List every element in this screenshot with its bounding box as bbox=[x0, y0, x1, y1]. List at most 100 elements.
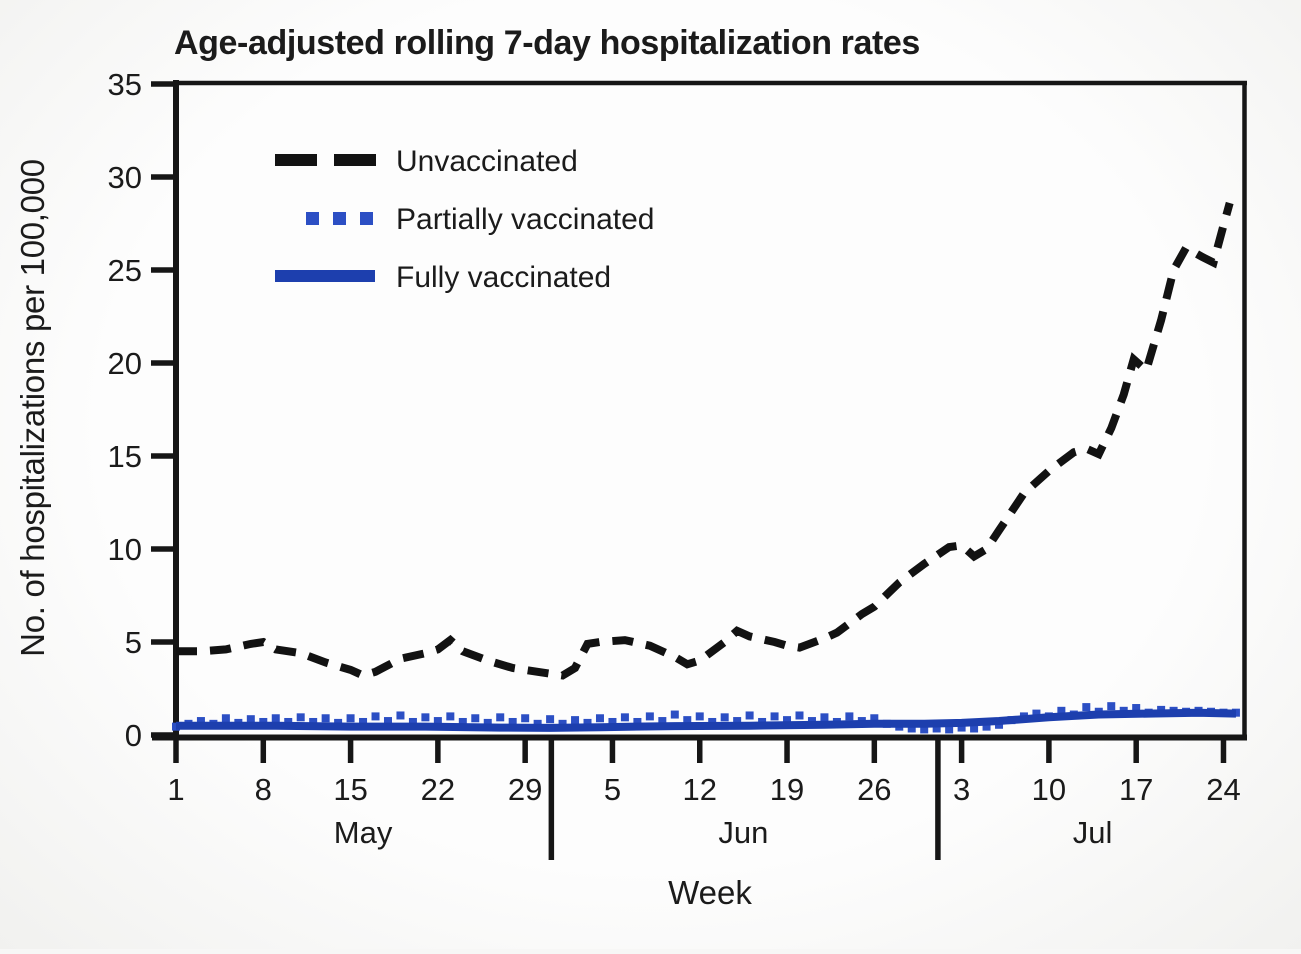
x-tick-label: 24 bbox=[1206, 772, 1240, 807]
legend-label-partially-vaccinated: Partially vaccinated bbox=[396, 203, 654, 236]
dotted-marker bbox=[870, 714, 879, 723]
dotted-marker bbox=[309, 717, 318, 726]
x-tick-label: 12 bbox=[682, 772, 716, 807]
dotted-marker bbox=[957, 723, 966, 732]
dotted-marker bbox=[658, 717, 667, 726]
fully-vaccinated-line-swatch bbox=[275, 270, 375, 282]
month-labels: May Jun Jul bbox=[334, 815, 1113, 850]
dotted-marker bbox=[471, 714, 480, 723]
dotted-marker bbox=[695, 712, 704, 721]
month-label: May bbox=[334, 815, 393, 850]
partially-vaccinated-dot-swatch bbox=[360, 212, 373, 225]
y-tick-label: 15 bbox=[108, 439, 142, 474]
dotted-marker bbox=[508, 717, 517, 726]
dotted-marker bbox=[920, 725, 929, 734]
x-tick-label: 3 bbox=[953, 772, 970, 807]
dotted-marker bbox=[408, 717, 417, 726]
legend-item-unvaccinated: Unvaccinated bbox=[275, 145, 578, 178]
unvaccinated-dash-swatch bbox=[275, 154, 317, 166]
dotted-marker bbox=[359, 717, 368, 726]
y-tick-label: 20 bbox=[108, 346, 142, 381]
dotted-marker bbox=[546, 715, 555, 724]
month-label: Jun bbox=[718, 815, 768, 850]
legend-label-fully-vaccinated: Fully vaccinated bbox=[396, 261, 611, 294]
dotted-marker bbox=[770, 712, 779, 721]
x-tick-label: 10 bbox=[1032, 772, 1066, 807]
dotted-marker bbox=[745, 711, 754, 720]
dotted-marker bbox=[1032, 709, 1041, 718]
dotted-marker bbox=[795, 711, 804, 720]
legend-label-unvaccinated: Unvaccinated bbox=[396, 145, 578, 178]
dotted-marker bbox=[1107, 702, 1116, 711]
dotted-marker bbox=[396, 711, 405, 720]
dotted-marker bbox=[932, 724, 941, 733]
dotted-marker bbox=[458, 717, 467, 726]
dotted-marker bbox=[720, 713, 729, 722]
dotted-marker bbox=[496, 713, 505, 722]
dotted-marker bbox=[521, 714, 530, 723]
month-separators bbox=[548, 738, 941, 860]
y-tick-label: 30 bbox=[108, 160, 142, 195]
dotted-marker bbox=[571, 716, 580, 725]
x-tick-label: 22 bbox=[421, 772, 455, 807]
dotted-marker bbox=[446, 712, 455, 721]
dotted-marker bbox=[645, 712, 654, 721]
legend-item-fully-vaccinated: Fully vaccinated bbox=[275, 261, 611, 294]
dotted-marker bbox=[346, 714, 355, 723]
x-tick-label: 5 bbox=[604, 772, 621, 807]
dotted-marker bbox=[633, 717, 642, 726]
dotted-marker bbox=[321, 714, 330, 723]
dotted-marker bbox=[271, 714, 280, 723]
dotted-marker bbox=[1132, 704, 1141, 713]
unvaccinated-dash-swatch bbox=[334, 154, 376, 166]
y-axis-ticks: 0 5 10 15 20 25 30 35 bbox=[108, 67, 173, 753]
dotted-marker bbox=[371, 712, 380, 721]
x-tick-label: 29 bbox=[508, 772, 542, 807]
dotted-marker bbox=[1057, 706, 1066, 715]
plot-frame bbox=[152, 80, 1247, 741]
y-tick-label: 0 bbox=[125, 718, 142, 753]
dotted-marker bbox=[683, 716, 692, 725]
dotted-marker bbox=[595, 714, 604, 723]
partially-vaccinated-dot-swatch bbox=[306, 212, 319, 225]
y-axis-label: No. of hospitalizations per 100,000 bbox=[14, 159, 51, 657]
dotted-marker bbox=[583, 718, 592, 727]
dotted-marker bbox=[296, 713, 305, 722]
chart-title: Age-adjusted rolling 7-day hospitalizati… bbox=[174, 24, 920, 62]
dotted-marker bbox=[670, 710, 679, 719]
dotted-marker bbox=[620, 713, 629, 722]
x-axis-label: Week bbox=[668, 874, 752, 911]
x-tick-label: 1 bbox=[167, 772, 184, 807]
dotted-marker bbox=[433, 717, 442, 726]
dotted-marker bbox=[820, 713, 829, 722]
dotted-marker bbox=[783, 716, 792, 725]
data-series bbox=[172, 201, 1240, 734]
dotted-marker bbox=[982, 722, 991, 731]
dotted-marker bbox=[196, 717, 205, 726]
month-label: Jul bbox=[1073, 815, 1113, 850]
dotted-marker bbox=[733, 717, 742, 726]
dotted-marker bbox=[845, 712, 854, 721]
legend: Unvaccinated Partially vaccinated Fully … bbox=[275, 145, 654, 294]
dotted-marker bbox=[907, 724, 916, 733]
dotted-marker bbox=[608, 717, 617, 726]
partially-vaccinated-dot-swatch bbox=[333, 212, 346, 225]
dotted-marker bbox=[1082, 703, 1091, 712]
x-axis-ticks: 1 8 15 22 29 5 12 19 26 3 10 17 24 bbox=[167, 740, 1241, 807]
legend-item-partially-vaccinated: Partially vaccinated bbox=[306, 203, 654, 236]
y-tick-label: 25 bbox=[108, 253, 142, 288]
x-tick-label: 17 bbox=[1119, 772, 1153, 807]
y-tick-label: 5 bbox=[125, 625, 142, 660]
dotted-marker bbox=[970, 724, 979, 733]
dotted-marker bbox=[483, 718, 492, 727]
dotted-marker bbox=[383, 717, 392, 726]
dotted-marker bbox=[246, 715, 255, 724]
dotted-marker bbox=[945, 725, 954, 734]
x-tick-label: 19 bbox=[770, 772, 804, 807]
series-unvaccinated bbox=[176, 201, 1234, 680]
x-tick-label: 15 bbox=[333, 772, 367, 807]
dotted-marker bbox=[421, 713, 430, 722]
x-tick-label: 8 bbox=[255, 772, 272, 807]
